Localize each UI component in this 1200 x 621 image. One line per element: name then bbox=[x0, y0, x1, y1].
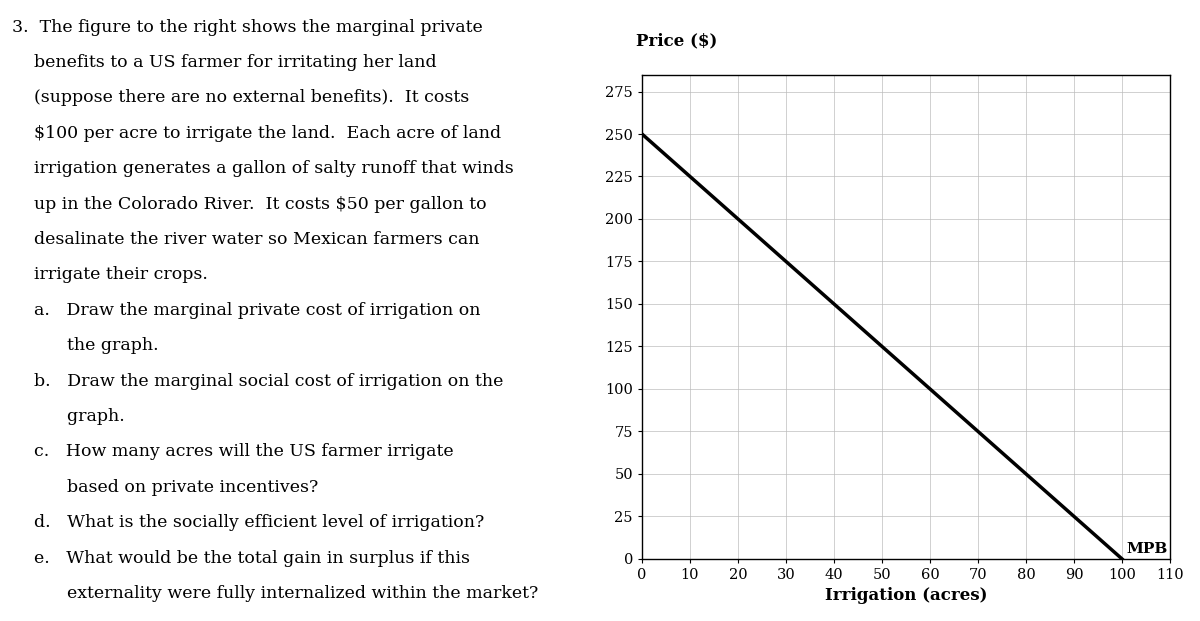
Text: desalinate the river water so Mexican farmers can: desalinate the river water so Mexican fa… bbox=[12, 231, 479, 248]
Text: d.   What is the socially efficient level of irrigation?: d. What is the socially efficient level … bbox=[12, 514, 484, 531]
Text: irrigate their crops.: irrigate their crops. bbox=[12, 266, 208, 283]
Text: Price ($): Price ($) bbox=[636, 33, 718, 50]
Text: graph.: graph. bbox=[12, 408, 125, 425]
X-axis label: Irrigation (acres): Irrigation (acres) bbox=[824, 587, 988, 604]
Text: (suppose there are no external benefits).  It costs: (suppose there are no external benefits)… bbox=[12, 89, 469, 106]
Text: e.   What would be the total gain in surplus if this: e. What would be the total gain in surpl… bbox=[12, 550, 469, 566]
Text: based on private incentives?: based on private incentives? bbox=[12, 479, 318, 496]
Text: a.   Draw the marginal private cost of irrigation on: a. Draw the marginal private cost of irr… bbox=[12, 302, 480, 319]
Text: the graph.: the graph. bbox=[12, 337, 158, 354]
Text: irrigation generates a gallon of salty runoff that winds: irrigation generates a gallon of salty r… bbox=[12, 160, 514, 177]
Text: $100 per acre to irrigate the land.  Each acre of land: $100 per acre to irrigate the land. Each… bbox=[12, 125, 500, 142]
Text: c.   How many acres will the US farmer irrigate: c. How many acres will the US farmer irr… bbox=[12, 443, 454, 460]
Text: up in the Colorado River.  It costs $50 per gallon to: up in the Colorado River. It costs $50 p… bbox=[12, 196, 486, 212]
Text: benefits to a US farmer for irritating her land: benefits to a US farmer for irritating h… bbox=[12, 54, 437, 71]
Text: b.   Draw the marginal social cost of irrigation on the: b. Draw the marginal social cost of irri… bbox=[12, 373, 503, 389]
Text: MPB: MPB bbox=[1127, 542, 1168, 556]
Text: externality were fully internalized within the market?: externality were fully internalized with… bbox=[12, 585, 538, 602]
Text: 3.  The figure to the right shows the marginal private: 3. The figure to the right shows the mar… bbox=[12, 19, 482, 35]
